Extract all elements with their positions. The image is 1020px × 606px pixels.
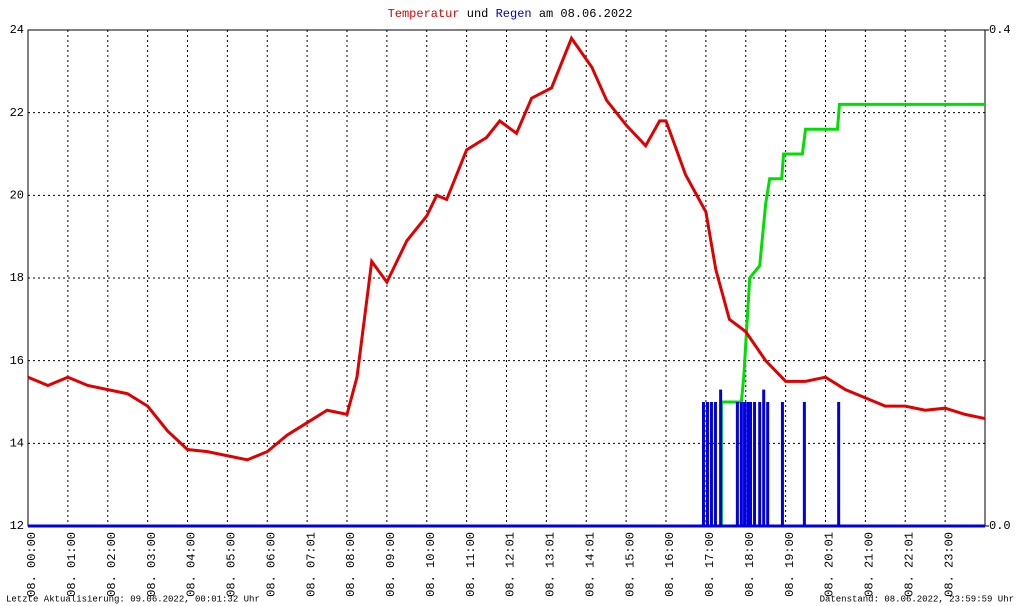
x-tick-label: 08. 02:00 bbox=[105, 532, 119, 597]
footer-right: Datenstand: 08.06.2022, 23:59:59 Uhr bbox=[820, 594, 1014, 604]
y-tick-label: 20 bbox=[10, 189, 24, 203]
rain-bar bbox=[709, 402, 713, 526]
x-tick-label: 08. 21:00 bbox=[863, 532, 877, 597]
y-tick-label: 12 bbox=[10, 519, 24, 533]
x-tick-label: 08. 08:00 bbox=[344, 532, 358, 597]
x-tick-label: 08. 19:00 bbox=[783, 532, 797, 597]
rain-bar bbox=[780, 402, 784, 526]
rain-bar bbox=[719, 389, 723, 526]
rain-bar bbox=[735, 402, 739, 526]
rain-bar bbox=[802, 402, 806, 526]
title-date: am 08.06.2022 bbox=[539, 7, 633, 21]
y-tick-label: 24 bbox=[10, 23, 24, 37]
y2-tick-label: 0.0 bbox=[989, 519, 1011, 533]
y-tick-label: 16 bbox=[10, 354, 24, 368]
title-temp: Temperatur bbox=[388, 7, 460, 21]
x-tick-label: 08. 00:00 bbox=[25, 532, 39, 597]
x-tick-label: 08. 07:01 bbox=[304, 532, 318, 597]
rain-bar bbox=[743, 402, 747, 526]
rain-bar bbox=[762, 389, 766, 526]
x-tick-label: 08. 06:00 bbox=[264, 532, 278, 597]
x-tick-label: 08. 20:01 bbox=[823, 532, 837, 597]
rain-bar bbox=[701, 402, 705, 526]
x-tick-label: 08. 18:00 bbox=[743, 532, 757, 597]
x-tick-label: 08. 17:00 bbox=[703, 532, 717, 597]
rain-bar bbox=[739, 402, 743, 526]
x-tick-label: 08. 11:00 bbox=[464, 532, 478, 597]
title-joiner: und bbox=[467, 7, 489, 21]
x-tick-label: 08. 12:01 bbox=[504, 532, 518, 597]
rain-bar bbox=[749, 402, 753, 526]
plot-area bbox=[27, 29, 986, 527]
y2-tick-label: 0.4 bbox=[989, 23, 1011, 37]
rain-bar bbox=[705, 402, 709, 526]
chart-title: Temperatur und Regen am 08.06.2022 bbox=[388, 7, 633, 21]
title-rain: Regen bbox=[496, 7, 532, 21]
x-tick-label: 08. 13:01 bbox=[544, 532, 558, 597]
x-tick-label: 08. 01:00 bbox=[65, 532, 79, 597]
rain-bar bbox=[766, 402, 770, 526]
rain-bar bbox=[746, 402, 750, 526]
series-line bbox=[27, 35, 986, 462]
rain-bar bbox=[837, 402, 841, 526]
x-tick-label: 08. 04:00 bbox=[185, 532, 199, 597]
series-line bbox=[28, 102, 985, 528]
rain-bar bbox=[753, 402, 757, 526]
y-tick-label: 18 bbox=[10, 271, 24, 285]
rain-bar bbox=[758, 402, 762, 526]
x-tick-label: 08. 14:01 bbox=[583, 532, 597, 597]
x-tick-label: 08. 15:00 bbox=[623, 532, 637, 597]
x-tick-label: 08. 16:00 bbox=[663, 532, 677, 597]
rain-bar bbox=[713, 402, 717, 526]
x-tick-label: 08. 09:00 bbox=[384, 532, 398, 597]
x-tick-label: 08. 22:01 bbox=[902, 532, 916, 597]
y-tick-label: 22 bbox=[10, 106, 24, 120]
x-tick-label: 08. 23:00 bbox=[942, 532, 956, 597]
y-tick-label: 14 bbox=[10, 437, 24, 451]
x-tick-label: 08. 05:00 bbox=[225, 532, 239, 597]
footer-left: Letzte Aktualisierung: 09.06.2022, 00:01… bbox=[6, 594, 260, 604]
x-tick-label: 08. 03:00 bbox=[145, 532, 159, 597]
x-tick-label: 08. 10:00 bbox=[424, 532, 438, 597]
